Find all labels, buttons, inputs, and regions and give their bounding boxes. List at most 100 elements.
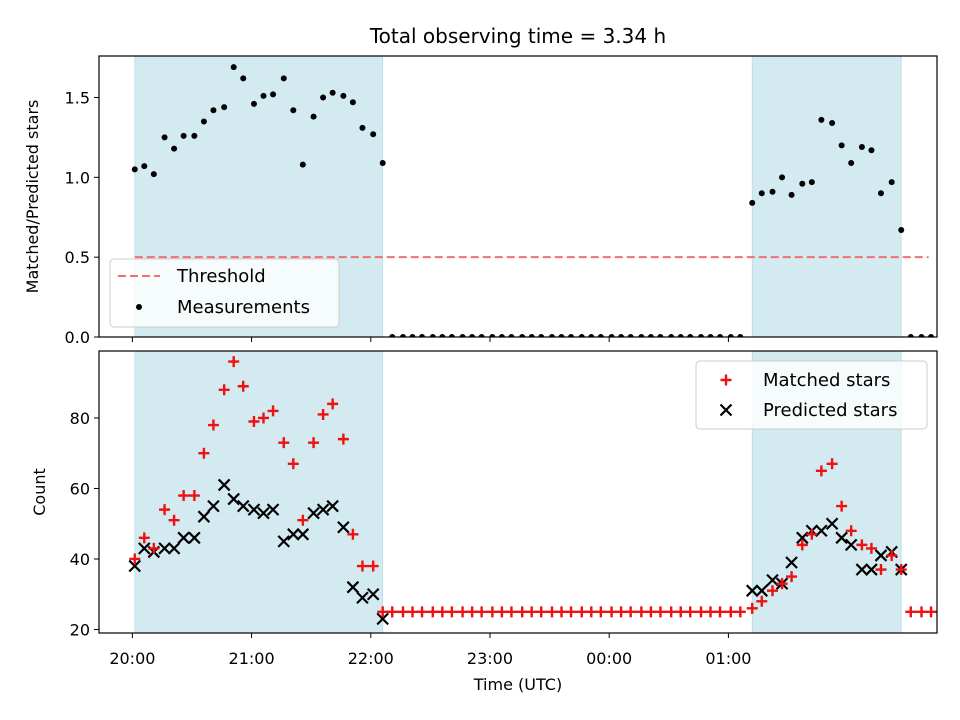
matched-star-point bbox=[228, 356, 240, 368]
predicted-star-point bbox=[855, 563, 869, 576]
measurement-point bbox=[131, 166, 138, 173]
matched-star-point bbox=[815, 465, 827, 477]
legend-threshold-label: Threshold bbox=[176, 266, 266, 287]
matched-star-point bbox=[546, 606, 558, 618]
measurement-point bbox=[200, 118, 207, 125]
measurement-point bbox=[788, 191, 795, 198]
matched-star-point bbox=[168, 514, 180, 526]
predicted-star-point bbox=[158, 542, 171, 555]
predicted-star-point bbox=[217, 478, 231, 492]
measurement-point bbox=[161, 134, 168, 141]
predicted-star-point bbox=[337, 520, 350, 534]
measurement-point bbox=[808, 179, 815, 186]
measurement-point bbox=[717, 334, 724, 337]
top-y-axis-label: Matched/Predicted stars bbox=[23, 100, 42, 294]
measurement-point bbox=[737, 334, 744, 337]
bottom-legend: Matched stars Predicted stars bbox=[695, 360, 928, 430]
matched-star-point bbox=[796, 539, 808, 551]
matched-star-point bbox=[886, 549, 898, 561]
matched-star-point bbox=[129, 553, 141, 565]
matched-star-point bbox=[734, 606, 746, 618]
predicted-star-point bbox=[257, 506, 270, 520]
matched-star-point bbox=[776, 578, 788, 590]
measurement-point bbox=[419, 334, 426, 337]
matched-star-point bbox=[916, 606, 928, 618]
matched-star-point bbox=[654, 606, 666, 618]
matched-star-point bbox=[407, 606, 419, 618]
measurement-point bbox=[508, 334, 515, 337]
x-axis-label: Time (UTC) bbox=[473, 675, 562, 694]
measurement-point bbox=[370, 131, 377, 138]
matched-star-point bbox=[585, 606, 597, 618]
measurement-point bbox=[498, 334, 505, 337]
measurement-point bbox=[459, 334, 466, 337]
matched-star-point bbox=[397, 606, 409, 618]
predicted-star-point bbox=[128, 559, 142, 573]
predicted-star-point bbox=[785, 556, 798, 569]
bottom-xtick-label: 20:00 bbox=[109, 649, 155, 668]
matched-star-point bbox=[725, 606, 737, 618]
matched-star-point bbox=[198, 447, 210, 459]
matched-star-point bbox=[457, 606, 469, 618]
bottom-ytick-label: 60 bbox=[70, 479, 90, 498]
matched-star-point bbox=[386, 606, 398, 618]
measurement-point bbox=[657, 334, 664, 337]
predicted-star-point bbox=[316, 503, 330, 516]
matched-star-point bbox=[786, 571, 798, 583]
measurement-point bbox=[877, 190, 884, 197]
measurement-point bbox=[647, 334, 654, 337]
measurement-point bbox=[171, 145, 178, 152]
matched-star-point bbox=[297, 514, 309, 526]
predicted-star-point bbox=[287, 528, 300, 541]
measurement-point bbox=[618, 334, 625, 337]
bottom-xtick-label: 21:00 bbox=[229, 649, 275, 668]
bottom-xtick-label: 22:00 bbox=[348, 649, 394, 668]
measurement-point bbox=[290, 107, 297, 114]
matched-star-point bbox=[356, 560, 368, 572]
measurement-point bbox=[439, 334, 446, 337]
matched-star-point bbox=[476, 606, 488, 618]
predicted-star-point bbox=[296, 528, 310, 541]
measurement-point bbox=[687, 334, 694, 337]
measurement-point bbox=[597, 334, 604, 337]
predicted-star-point bbox=[825, 517, 839, 531]
measurement-point bbox=[379, 159, 386, 166]
measurement-point bbox=[558, 334, 565, 337]
matched-star-point bbox=[576, 606, 588, 618]
matched-star-point bbox=[367, 560, 379, 572]
measurement-point bbox=[578, 334, 585, 337]
measurement-point bbox=[568, 334, 575, 337]
matched-star-point bbox=[188, 490, 200, 502]
predicted-star-point bbox=[366, 587, 380, 601]
measurement-point bbox=[829, 120, 836, 127]
measurement-point bbox=[349, 99, 356, 106]
ratio-panel: 0.0 0.5 1.0 1.5 Matched/Predicted stars Total… bbox=[23, 24, 938, 347]
matched-star-point bbox=[347, 528, 359, 540]
measurement-point bbox=[150, 171, 157, 178]
measurement-point bbox=[230, 64, 237, 71]
bottom-legend-box bbox=[695, 360, 928, 430]
matched-star-point bbox=[865, 542, 877, 554]
measurement-point bbox=[299, 161, 306, 168]
bottom-ytick-label: 20 bbox=[70, 620, 90, 639]
top-ytick-label: 1.0 bbox=[65, 168, 90, 187]
measurement-point bbox=[548, 334, 555, 337]
matched-star-point bbox=[317, 408, 329, 420]
bottom-xtick-label: 01:00 bbox=[705, 649, 751, 668]
measurement-point bbox=[250, 100, 257, 107]
measurement-point bbox=[210, 107, 217, 114]
legend-measurements-label: Measurements bbox=[177, 297, 310, 318]
legend-matched-swatch bbox=[720, 374, 732, 386]
matched-star-point bbox=[159, 504, 171, 516]
measurement-point bbox=[141, 163, 148, 170]
matched-star-point bbox=[337, 433, 349, 445]
measurement-point bbox=[907, 334, 914, 337]
predicted-star-point bbox=[766, 573, 779, 587]
matched-star-point bbox=[645, 606, 657, 618]
measurement-point bbox=[608, 334, 615, 337]
matched-star-point bbox=[308, 437, 320, 449]
top-ytick-label: 0.5 bbox=[65, 248, 90, 267]
predicted-star-point bbox=[874, 549, 888, 562]
matched-star-point bbox=[595, 606, 607, 618]
legend-predicted-swatch bbox=[719, 403, 733, 417]
